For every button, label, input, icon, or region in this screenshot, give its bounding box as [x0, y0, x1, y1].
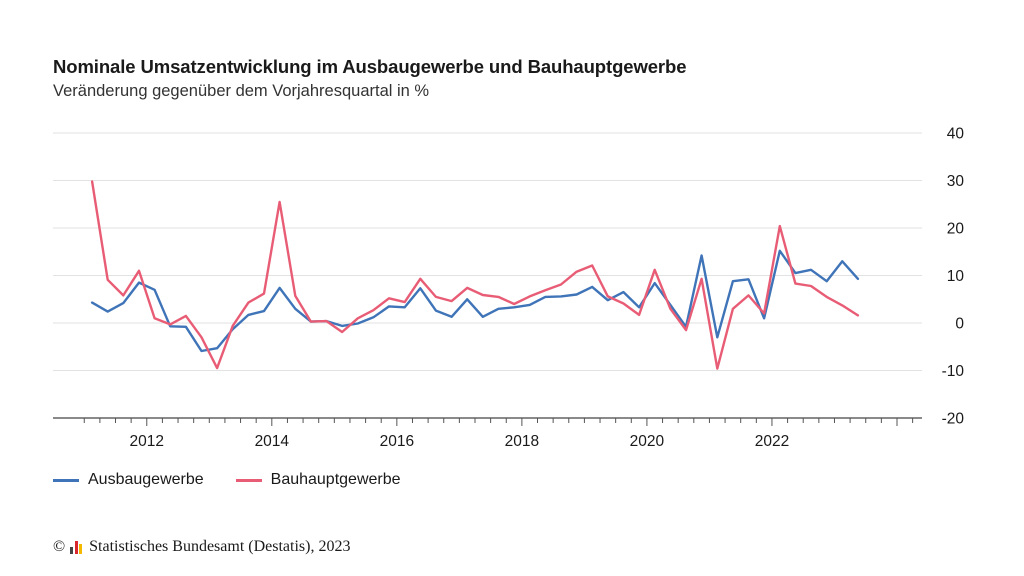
chart-subtitle: Veränderung gegenüber dem Vorjahresquart…	[53, 82, 430, 100]
y-tick-label-20: 20	[947, 221, 965, 238]
source-text: Statistisches Bundesamt (Destatis), 2023	[89, 538, 351, 555]
x-tick-label-2016: 2016	[380, 433, 414, 450]
gridlines	[53, 132, 922, 371]
y-tick-label--10: -10	[942, 363, 965, 380]
x-tick-label-2018: 2018	[505, 433, 539, 450]
legend-label-bauhauptgewerbe: Bauhauptgewerbe	[270, 471, 401, 488]
destatis-logo-icon	[70, 540, 83, 554]
source-note: © Statistisches Bundesamt (Destatis), 20…	[53, 538, 350, 556]
y-tick-label-0: 0	[955, 316, 964, 333]
y-tick-label-30: 30	[947, 173, 965, 190]
legend: Ausbaugewerbe Bauhauptgewerbe	[53, 471, 401, 489]
legend-swatch-ausbaugewerbe	[53, 478, 79, 482]
legend-item-bauhauptgewerbe[interactable]: Bauhauptgewerbe	[235, 471, 401, 489]
y-tick-label-10: 10	[947, 268, 965, 285]
legend-label-ausbaugewerbe: Ausbaugewerbe	[88, 471, 204, 488]
x-tick-label-2014: 2014	[255, 433, 290, 450]
x-axis: 2012 2014 2016 2018 2020 2022	[53, 417, 922, 450]
copyright-icon: ©	[53, 538, 66, 555]
series-lines	[90, 180, 860, 370]
y-axis: -20 -10 0 10 20 30 40	[942, 126, 965, 428]
chart-title: Nominale Umsatzentwicklung im Ausbaugewe…	[53, 56, 687, 77]
x-tick-label-2012: 2012	[130, 433, 164, 450]
legend-item-ausbaugewerbe[interactable]: Ausbaugewerbe	[53, 471, 204, 489]
legend-swatch-bauhauptgewerbe	[235, 478, 262, 482]
y-tick-label--20: -20	[942, 411, 965, 428]
x-tick-label-2020: 2020	[630, 433, 665, 450]
y-tick-label-40: 40	[947, 126, 965, 143]
x-tick-label-2022: 2022	[755, 433, 789, 450]
series-line-bauhauptgewerbe	[90, 180, 860, 370]
series-line-ausbaugewerbe	[90, 249, 860, 353]
